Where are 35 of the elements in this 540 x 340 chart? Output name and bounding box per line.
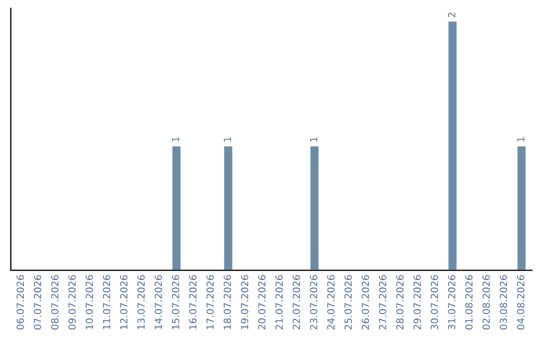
x-tick-label: 30.07.2026 bbox=[430, 275, 438, 330]
x-tick-label: 18.07.2026 bbox=[224, 275, 232, 330]
data-label: 1 bbox=[517, 137, 524, 142]
x-tick-label: 06.07.2026 bbox=[16, 275, 24, 330]
x-tick-label: 16.07.2026 bbox=[189, 275, 197, 330]
data-label: 2 bbox=[448, 12, 456, 18]
x-tick-label: 14.07.2026 bbox=[154, 275, 162, 330]
x-tick-label: 25.07.2026 bbox=[344, 275, 352, 330]
x-tick-label: 29.07.2026 bbox=[413, 275, 421, 330]
x-tick-label: 28.07.2026 bbox=[396, 275, 404, 330]
data-label: 1 bbox=[224, 137, 231, 142]
x-tick-label: 11.07.2026 bbox=[102, 275, 110, 330]
x-tick-label: 23.07.2026 bbox=[310, 275, 318, 330]
x-tick-label: 24.07.2026 bbox=[327, 275, 335, 330]
x-tick-label: 04.08.2026 bbox=[517, 275, 524, 330]
x-tick-label: 21.07.2026 bbox=[275, 275, 283, 330]
x-tick-label: 09.07.2026 bbox=[68, 275, 76, 330]
data-label: 1 bbox=[310, 137, 318, 142]
x-tick-label: 10.07.2026 bbox=[86, 275, 93, 330]
x-tick-label: 01.08.2026 bbox=[465, 275, 473, 330]
x-tick-label: 03.08.2026 bbox=[500, 275, 508, 330]
x-tick-label: 19.07.2026 bbox=[240, 275, 248, 330]
x-tick-label: 07.07.2026 bbox=[34, 275, 42, 330]
x-tick-label: 13.07.2026 bbox=[137, 275, 145, 330]
x-tick-label: 22.07.2026 bbox=[292, 275, 300, 330]
x-tick-label: 08.07.2026 bbox=[51, 275, 58, 330]
x-tick-label: 17.07.2026 bbox=[206, 275, 214, 330]
data-label: 1 bbox=[172, 137, 180, 142]
x-tick-label: 26.07.2026 bbox=[362, 275, 370, 330]
x-tick-label: 02.08.2026 bbox=[482, 275, 490, 330]
x-tick-label: 27.07.2026 bbox=[378, 275, 386, 330]
x-tick-label: 15.07.2026 bbox=[172, 275, 180, 330]
x-tick-label: 12.07.2026 bbox=[120, 275, 128, 330]
x-tick-label: 31.07.2026 bbox=[448, 275, 456, 330]
x-tick-label: 20.07.2026 bbox=[258, 275, 266, 330]
